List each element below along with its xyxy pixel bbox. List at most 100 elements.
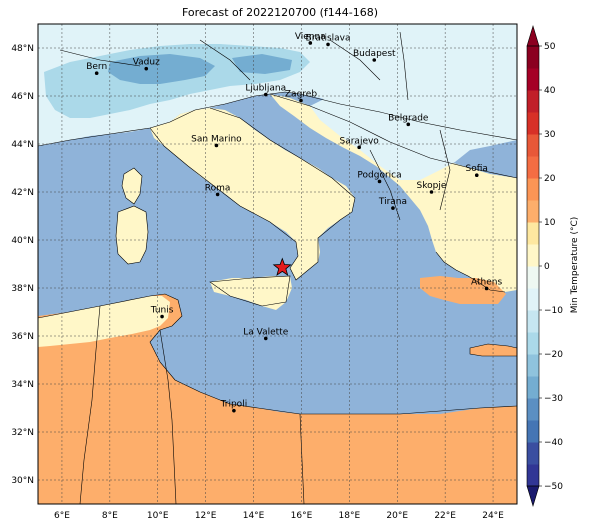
alps-coldest-zone — [108, 54, 215, 84]
colorbar-segment — [527, 156, 539, 179]
colorbar-segment — [527, 288, 539, 311]
city-label: Sofia — [466, 164, 488, 174]
colorbar-segment — [527, 332, 539, 355]
city-dot — [94, 71, 99, 75]
city-label: Bern — [86, 62, 107, 72]
longitude-tick-label: 8°E — [102, 511, 118, 521]
sardinia-land — [116, 206, 148, 264]
latitude-tick-label: 32°N — [11, 428, 34, 438]
colorbar-segment — [527, 354, 539, 377]
latitude-tick-label: 44°N — [11, 140, 34, 150]
city-dot — [406, 122, 411, 127]
colorbar-tick-labels: −50 −40 −30 −20 −10 0 10 20 30 40 50 — [539, 42, 563, 492]
colorbar-label: Min Temperature (°C) — [570, 217, 580, 314]
colorbar-extend-min — [526, 485, 540, 508]
colorbar — [526, 24, 540, 508]
city-dot — [372, 58, 377, 62]
city-dot — [484, 286, 489, 291]
city-dot — [299, 98, 303, 103]
colorbar-tick-label: 50 — [544, 42, 556, 52]
latitude-tick-label: 46°N — [11, 92, 34, 102]
longitude-tick-label: 16°E — [291, 511, 313, 521]
colorbar-segment — [527, 420, 539, 443]
colorbar-tick-label: 10 — [544, 218, 556, 228]
city-label: Belgrade — [388, 113, 429, 123]
colorbar-segment — [527, 266, 539, 289]
colorbar-segment — [527, 464, 539, 487]
city-dot — [429, 190, 434, 194]
colorbar-tick-label: 20 — [544, 174, 556, 184]
colorbar-segment — [527, 222, 539, 245]
city-label: San Marino — [191, 134, 242, 144]
city-label: Tripoli — [220, 400, 248, 410]
colorbar-tick-label: 30 — [544, 130, 556, 140]
colorbar-tick-label: −20 — [544, 350, 563, 360]
city-dot — [215, 192, 220, 197]
city-label: Vienna — [295, 32, 326, 42]
city-label: Tirana — [378, 197, 407, 207]
latitude-tick-label: 48°N — [11, 44, 34, 54]
alps-coldest-zone-east — [232, 54, 292, 74]
colorbar-tick-label: −30 — [544, 394, 563, 404]
greece-warm-coast — [420, 276, 506, 304]
colorbar-tick-label: −40 — [544, 438, 563, 448]
city-dot — [308, 41, 313, 45]
colorbar-segment — [527, 134, 539, 157]
city-label: Athens — [471, 277, 502, 287]
latitude-tick-label: 38°N — [11, 284, 34, 294]
longitude-tick-label: 12°E — [195, 511, 217, 521]
city-dot — [144, 66, 149, 71]
city-dot — [263, 92, 268, 97]
longitude-tick-label: 24°E — [482, 511, 504, 521]
corsica-land — [122, 168, 142, 204]
colorbar-segment — [527, 200, 539, 223]
longitude-tick-label: 14°E — [243, 511, 265, 521]
latitude-tick-label: 34°N — [11, 380, 34, 390]
colorbar-tick-label: 0 — [544, 262, 550, 272]
city-dot — [391, 206, 395, 210]
colorbar-tick-label: 40 — [544, 86, 556, 96]
latitude-tick-label: 40°N — [11, 236, 34, 246]
city-label: Budapest — [353, 49, 396, 59]
city-dot — [377, 179, 382, 184]
city-label: Vaduz — [133, 58, 160, 68]
colorbar-segment — [527, 112, 539, 135]
longitude-tick-labels: 6°E 8°E 10°E 12°E 14°E 16°E 18°E 20°E 22°E 24°E — [54, 511, 504, 521]
city-label: Sarajevo — [340, 136, 380, 146]
city-dot — [326, 42, 330, 47]
event-star-marker — [272, 257, 292, 276]
city-label: La Valette — [243, 327, 288, 337]
longitude-tick-label: 10°E — [147, 511, 169, 521]
longitude-tick-label: 20°E — [386, 511, 408, 521]
colorbar-segment — [527, 244, 539, 267]
north-africa-land — [38, 294, 517, 504]
colorbar-tick-label: −50 — [544, 482, 563, 492]
latitude-tick-label: 36°N — [11, 332, 34, 342]
city-label: Ljubljana — [245, 84, 286, 94]
colorbar-segment — [527, 398, 539, 421]
sicily-land — [210, 276, 292, 310]
city-dot — [214, 143, 219, 148]
colorbar-segment — [527, 376, 539, 399]
italy-land — [150, 108, 355, 280]
city-label: Tunis — [150, 306, 174, 316]
latitude-tick-label: 42°N — [11, 188, 34, 198]
balkans-cold-zone — [310, 92, 517, 180]
city-label: Zagreb — [285, 90, 317, 100]
balkans-land — [270, 94, 517, 292]
city-dot — [357, 145, 361, 150]
graticule — [38, 24, 517, 504]
colorbar-tick-label: −10 — [544, 306, 563, 316]
longitude-tick-label: 22°E — [434, 511, 456, 521]
colorbar-segment — [527, 90, 539, 113]
city-label: Bratislava — [306, 33, 351, 43]
city-dot — [263, 336, 268, 341]
colorbar-segment — [527, 310, 539, 333]
map-frame — [37, 23, 518, 505]
crete-land — [470, 344, 517, 356]
city-label: Skopje — [417, 181, 447, 191]
city-label: Roma — [205, 183, 231, 193]
